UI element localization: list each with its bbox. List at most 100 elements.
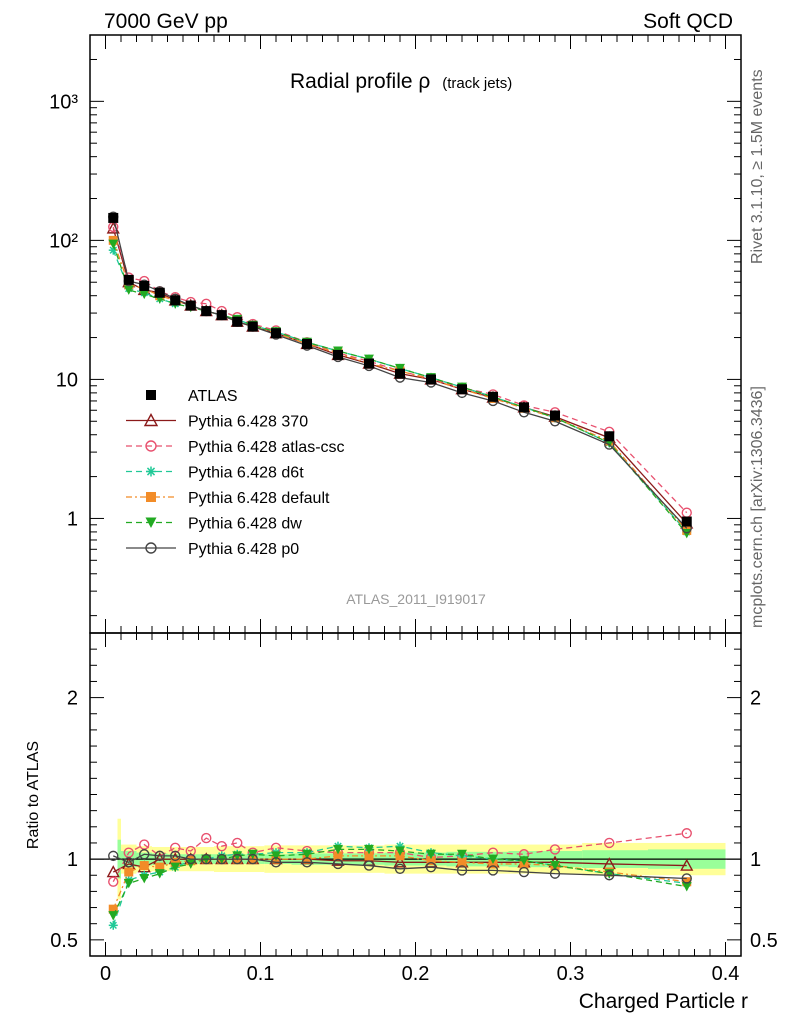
data-point [395,846,405,856]
x-tick-label: 0.4 [712,963,740,985]
x-tick-label: 0.3 [557,963,585,985]
data-point [232,851,243,861]
series-line [112,249,688,533]
ratio-y-tick-label: 1 [67,849,78,871]
ratio-y-tick-label: 2 [67,688,78,710]
data-point [155,862,165,872]
data-point [682,877,692,887]
data-point [154,869,165,879]
data-point [124,867,134,877]
legend-entry: Pythia 6.428 default [126,490,330,507]
data-point [139,861,149,871]
legend-label: Pythia 6.428 p0 [188,541,299,558]
ratio-y-tick-label: 0.5 [50,930,78,952]
data-point [216,853,227,865]
data-point [681,528,692,539]
watermark-label: ATLAS_2011_I919017 [346,591,486,607]
data-point [271,328,281,339]
legend-label: Pythia 6.428 atlas-csc [188,439,345,456]
data-point [487,865,499,876]
data-point [680,858,694,871]
series-line [112,243,688,534]
data-point [549,844,561,855]
legend-entry: Pythia 6.428 d6t [126,465,304,482]
data-point [550,861,560,871]
legend-entry: Pythia 6.428 p0 [126,541,299,558]
data-point [170,862,181,873]
data-point [139,849,150,860]
data-point [108,850,119,862]
data-point [457,849,467,860]
y-tick-label: 1 [67,508,78,530]
ratio-y-axis-label: Ratio to ATLAS [25,741,42,849]
data-point [270,857,282,868]
x-tick-label: 0 [100,963,111,985]
data-point [232,316,243,327]
legend-marker [143,413,159,427]
data-point [333,844,343,855]
data-point [364,844,374,855]
main-plot-title: Radial profile ρ (track jets) [290,70,512,93]
data-point [333,851,343,861]
data-point [519,856,529,866]
legend-marker [145,440,157,452]
data-point [301,857,313,868]
series-line [112,832,687,883]
data-point [457,857,467,867]
legend-marker [146,466,156,477]
data-point [518,866,530,878]
ratio-plot-ticks: 0 0.1 0.2 0.3 0.4 0.5 0.5 1 1 2 2 [50,632,778,985]
data-point [247,321,258,332]
data-point [393,855,407,868]
data-point [333,349,343,360]
data-point [364,851,374,861]
legend-entry: Pythia 6.428 atlas-csc [126,439,345,456]
data-point [108,911,119,921]
data-point [488,391,498,402]
data-point [425,861,437,873]
data-point [154,850,165,862]
series-line [112,216,688,529]
main-plot-series [106,211,694,539]
data-point [604,870,615,881]
data-point [201,832,212,844]
ratio-y-tick-label-right: 2 [750,688,761,710]
data-point [108,876,119,887]
data-point [271,851,281,861]
data-point [170,850,181,862]
data-point [108,212,119,223]
data-point [457,384,467,395]
data-point [201,306,212,317]
series-line [112,848,687,916]
data-point [332,858,344,870]
data-point [123,274,134,285]
header-right-label: Soft QCD [643,10,733,33]
data-point [302,338,312,349]
data-point [519,402,529,413]
data-point [247,853,258,865]
legend-label: Pythia 6.428 d6t [188,465,304,482]
ratio-plot-series [106,828,694,930]
x-tick-label: 0.2 [402,963,430,985]
y-tick-label: 10³ [49,91,78,113]
data-point [123,878,134,889]
series-line [112,226,688,514]
legend-entry: ATLAS [146,388,238,405]
data-point [139,280,150,291]
data-point [302,849,312,860]
legend-marker [146,492,156,502]
data-point [170,857,180,867]
side-text-mcplots: mcplots.cern.ch [arXiv:1306.3436] [749,386,766,628]
star-stroke [109,246,117,254]
data-point [201,853,212,865]
legend-entry: Pythia 6.428 370 [126,413,308,431]
data-point [604,431,615,442]
data-point [549,868,561,879]
star-stroke [109,921,117,930]
data-point [154,287,165,298]
data-point [395,368,405,379]
series-line [112,853,687,880]
data-point [681,828,692,839]
